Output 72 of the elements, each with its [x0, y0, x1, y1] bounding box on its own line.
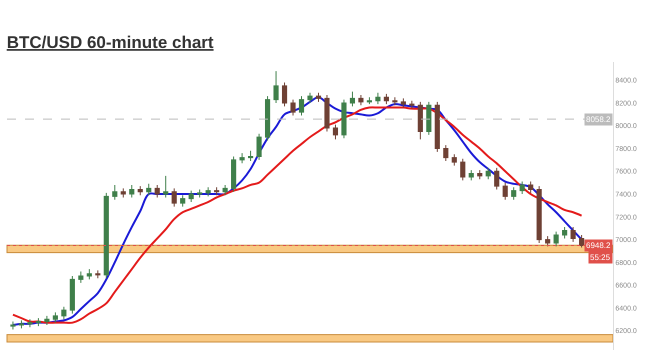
candlestick [206, 186, 211, 197]
candlestick [172, 188, 177, 208]
candlestick [562, 226, 568, 239]
ref-line-label: 6948.2 [586, 241, 612, 250]
candlestick [104, 192, 109, 279]
candlestick [384, 93, 389, 105]
candlestick [358, 94, 364, 106]
candlestick [400, 98, 406, 108]
candlestick [570, 226, 576, 242]
candlestick [392, 96, 398, 106]
candlestick [545, 236, 550, 247]
candlestick [418, 101, 423, 140]
chart-title: BTC/USD 60-minute chart [6, 33, 214, 52]
candlestick [52, 312, 58, 324]
candlestick [350, 91, 356, 107]
candlestick [231, 156, 236, 192]
candlestick [256, 133, 262, 160]
candlestick [61, 306, 66, 320]
candlestick [154, 184, 160, 198]
candlestick [460, 158, 466, 181]
candlestick [502, 182, 508, 200]
candlestick [44, 315, 50, 326]
candlestick [86, 268, 92, 280]
candlestick [511, 186, 516, 200]
candlestick [554, 231, 559, 247]
candlestick [214, 186, 220, 196]
text: 55:25 [590, 253, 611, 262]
candlestick [579, 234, 584, 248]
candlestick [78, 270, 84, 284]
candlestick [222, 184, 228, 196]
candlestick [409, 100, 414, 110]
candlestick [341, 99, 347, 139]
candlestick [332, 124, 338, 140]
candlestick [18, 320, 24, 329]
candlestick [468, 170, 474, 181]
candlestick [95, 270, 100, 279]
candlestick [434, 101, 440, 152]
candlestick [452, 154, 457, 166]
candlestick [264, 96, 270, 142]
candlestick [240, 152, 245, 164]
candlestick [248, 150, 254, 162]
candlestick [520, 181, 525, 195]
candlestick [163, 175, 168, 198]
candlestick [366, 96, 372, 105]
candlestick [536, 186, 542, 244]
candlestick [307, 92, 313, 104]
candlestick [180, 194, 186, 208]
candlestick [282, 82, 288, 107]
candlestick [316, 92, 322, 102]
candlestick [290, 99, 296, 116]
candlestick [36, 318, 41, 327]
candlestick [27, 318, 32, 328]
candlestick [188, 190, 194, 203]
candlestick [375, 92, 380, 105]
candlestick [146, 183, 152, 196]
candlestick [528, 181, 534, 194]
candlestick [298, 96, 304, 116]
candlestick [197, 188, 202, 198]
candlestick [70, 276, 75, 314]
candlestick [129, 184, 134, 198]
candlestick [426, 101, 432, 136]
ref-line-label: 8058.2 [586, 115, 612, 124]
candlestick [10, 321, 16, 330]
candlestick [324, 94, 330, 132]
candlestick [112, 184, 118, 200]
candlestick [138, 186, 143, 196]
candlestick [273, 70, 279, 104]
candlestick [443, 144, 448, 162]
candlestick [494, 167, 500, 190]
candlestick [477, 170, 482, 180]
candlestick [486, 167, 491, 180]
candlestick [120, 188, 126, 198]
